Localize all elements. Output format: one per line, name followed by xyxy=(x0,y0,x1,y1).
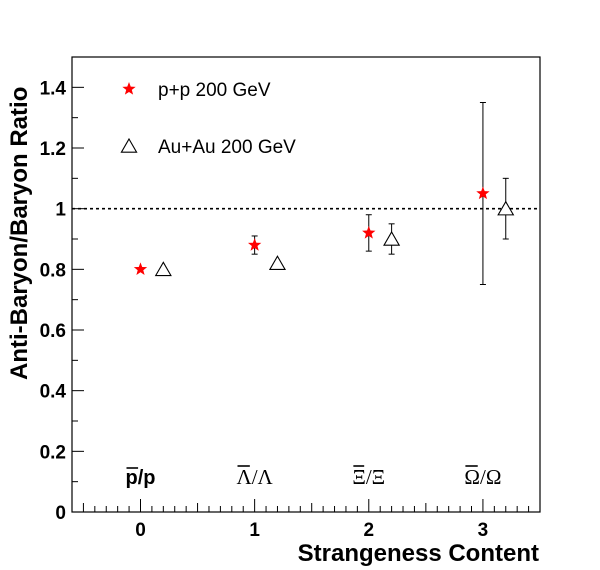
legend-label: p+p 200 GeV xyxy=(158,80,271,101)
y-tick-label: 0.8 xyxy=(40,260,66,281)
data-point-star xyxy=(476,186,490,200)
x-tick-label: 0 xyxy=(135,520,146,541)
x-axis-title: Strangeness Content xyxy=(298,540,539,567)
y-tick-label: 0.4 xyxy=(40,382,67,403)
data-point-triangle xyxy=(497,200,515,216)
data-point-star xyxy=(133,262,148,275)
x-tick-label: 3 xyxy=(478,520,489,541)
x-tick-label: 2 xyxy=(363,520,374,541)
y-tick-label: 0.2 xyxy=(40,442,66,463)
y-tick-label: 1.4 xyxy=(40,78,67,99)
particle-ratio-label: Ω/Ω xyxy=(464,465,501,489)
particle-ratio-label: Ξ/Ξ xyxy=(352,465,385,489)
data-point-star xyxy=(362,225,376,239)
data-point-triangle xyxy=(154,261,172,277)
y-tick-label: 1.2 xyxy=(40,139,66,160)
data-point-star xyxy=(247,238,262,251)
y-tick-label: 1 xyxy=(55,200,66,221)
particle-ratio-label: p/p xyxy=(125,467,155,489)
y-axis-title: Anti-Baryon/Baryon Ratio xyxy=(6,87,33,380)
y-tick-label: 0 xyxy=(55,503,66,524)
legend-star-marker xyxy=(122,82,136,95)
data-point-triangle xyxy=(383,230,401,246)
y-tick-label: 0.6 xyxy=(40,321,66,342)
plot-frame xyxy=(71,56,541,513)
legend-triangle-marker xyxy=(120,137,138,153)
legend-label: Au+Au 200 GeV xyxy=(158,137,296,158)
data-point-triangle xyxy=(268,255,287,271)
particle-ratio-label: Λ/Λ xyxy=(236,465,273,489)
x-tick-label: 1 xyxy=(249,520,260,541)
